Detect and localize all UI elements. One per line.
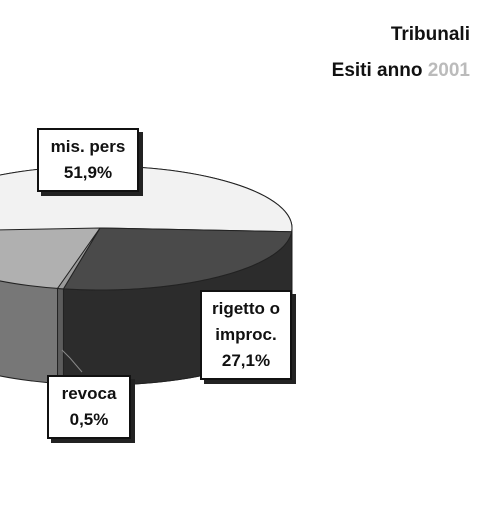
slice-label: mis. pers 51,9%	[37, 128, 139, 192]
slice-label: rigetto o improc. 27,1%	[200, 290, 292, 380]
leader-line	[61, 349, 83, 373]
slice-value: 27,1%	[221, 351, 271, 370]
pie-slice-side	[57, 287, 64, 385]
slice-name: rigetto o improc.	[212, 299, 280, 344]
pie-slice	[62, 227, 293, 291]
slice-label: revoca 0,5%	[47, 375, 131, 439]
chart-subtitle: Esiti anno 2001	[332, 60, 470, 82]
pie-slice	[56, 227, 101, 290]
subtitle-year: 2001	[427, 60, 470, 81]
slice-value: 51,9%	[63, 163, 113, 182]
slice-name: revoca	[61, 384, 117, 403]
subtitle-text: Esiti anno	[331, 60, 423, 81]
slice-value: 0,5%	[69, 410, 109, 429]
slice-name: mis. pers	[50, 137, 126, 156]
chart-title: Tribunali	[390, 24, 470, 45]
